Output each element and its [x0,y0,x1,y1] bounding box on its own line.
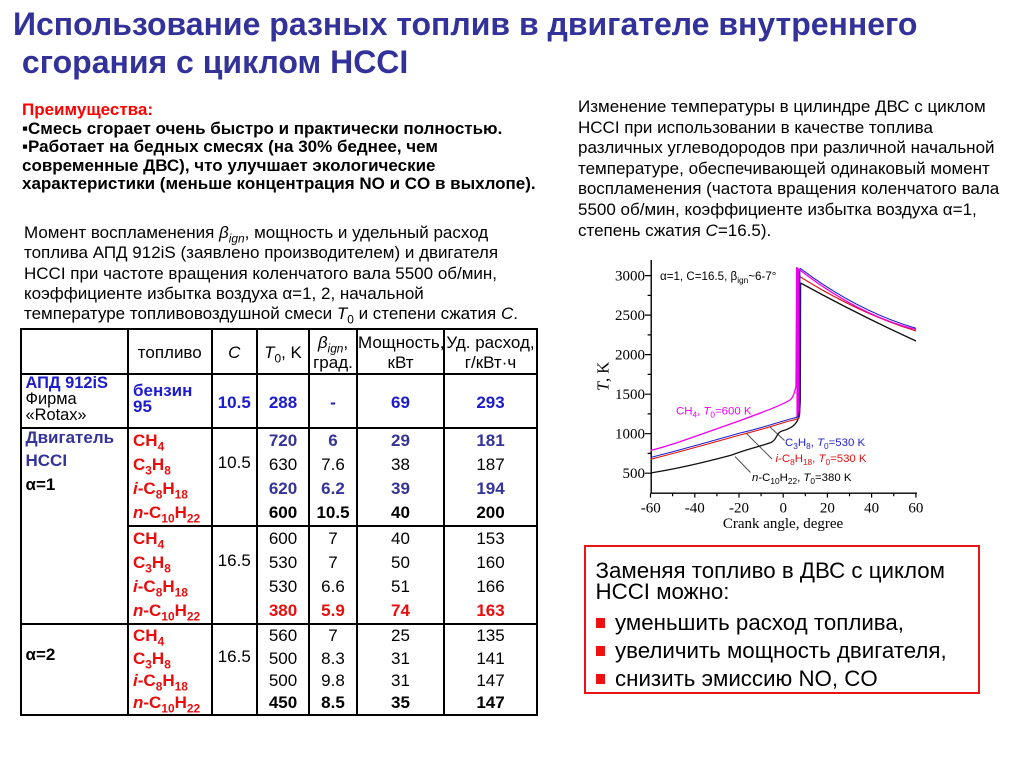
svg-text:20: 20 [820,500,835,516]
svg-text:60: 60 [908,500,923,516]
svg-text:3000: 3000 [615,268,645,284]
svg-text:-20: -20 [729,500,749,516]
svg-text:-40: -40 [685,500,705,516]
svg-text:n-C10H22, T0=380 K: n-C10H22, T0=380 K [752,472,852,486]
svg-text:T, K: T, K [594,362,613,391]
svg-text:500: 500 [623,466,646,482]
svg-text:-60: -60 [641,500,661,516]
svg-text:i-C8H18, T0=530 K: i-C8H18, T0=530 K [776,453,867,467]
svg-text:Crank angle, degree: Crank angle, degree [723,516,844,532]
svg-text:1500: 1500 [615,387,645,403]
svg-text:0: 0 [779,500,787,516]
svg-text:CH4, T0=600 K: CH4, T0=600 K [676,406,752,420]
svg-text:C3H8, T0=530 K: C3H8, T0=530 K [785,437,865,451]
svg-text:2500: 2500 [615,308,645,324]
svg-text:40: 40 [864,500,879,516]
svg-text:2000: 2000 [615,347,645,363]
svg-text:1000: 1000 [615,427,645,443]
svg-text:α=1, C=16.5, βign~6-7°: α=1, C=16.5, βign~6-7° [660,270,776,285]
